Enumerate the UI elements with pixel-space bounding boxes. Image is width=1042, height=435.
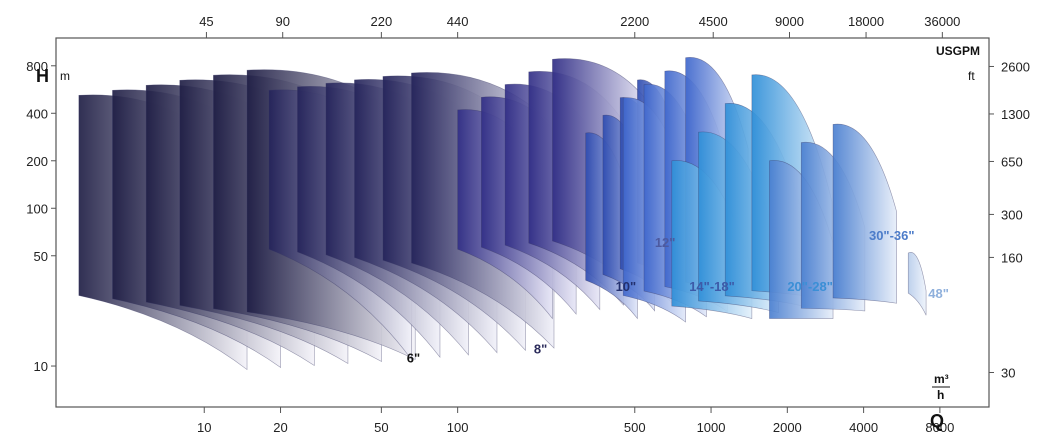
left-tick-label: 200	[26, 154, 48, 169]
envelope-group	[907, 252, 927, 316]
y-axis-label: H	[36, 66, 49, 86]
bottom-tick-label: 10	[197, 420, 211, 435]
top-tick-label: 220	[371, 14, 393, 29]
top-tick-label: 36000	[924, 14, 960, 29]
x-axis-label: Q	[930, 411, 944, 431]
top-tick-label: 18000	[848, 14, 884, 29]
top-tick-label: 440	[447, 14, 469, 29]
envelope-group	[769, 123, 897, 319]
left-tick-label: 800	[26, 59, 48, 74]
size-label: 12"	[655, 235, 676, 250]
envelope-shape	[907, 252, 927, 316]
x-ticks-top: 45 90 220 440 2200 4500 9000 18000 36000	[199, 14, 960, 38]
right-tick-label: 160	[1001, 250, 1023, 265]
right-tick-label: 650	[1001, 154, 1023, 169]
x-unit-bottom: m³ h	[932, 372, 950, 402]
bottom-tick-label: 1000	[697, 420, 726, 435]
right-tick-label: 30	[1001, 365, 1015, 380]
bottom-tick-label: 20	[273, 420, 287, 435]
svg-text:m³: m³	[934, 372, 949, 386]
y-unit-left: m	[60, 69, 70, 83]
right-tick-label: 1300	[1001, 107, 1030, 122]
size-label: 6"	[407, 351, 420, 366]
curve-envelopes	[78, 57, 927, 371]
bottom-tick-label: 2000	[773, 420, 802, 435]
bottom-tick-label: 50	[374, 420, 388, 435]
y-unit-right: ft	[968, 69, 975, 83]
size-label: 14"-18"	[689, 279, 735, 294]
size-label: 10"	[616, 279, 637, 294]
right-tick-label: 2600	[1001, 59, 1030, 74]
top-tick-label: 45	[199, 14, 213, 29]
size-labels: 6" 8" 10" 12" 14"-18" 20"-28" 30"-36" 48"	[407, 228, 949, 366]
top-tick-label: 4500	[699, 14, 728, 29]
top-tick-label: 90	[275, 14, 289, 29]
size-label: 30"-36"	[869, 228, 915, 243]
svg-text:h: h	[937, 388, 944, 402]
y-ticks-right: 30 160 300 650 1300 2600	[989, 59, 1030, 380]
size-label: 20"-28"	[787, 279, 833, 294]
top-tick-label: 9000	[775, 14, 804, 29]
x-ticks-bottom: 10 20 50 100 500 1000 2000 4000 8000	[197, 407, 954, 435]
bottom-tick-label: 500	[624, 420, 646, 435]
y-ticks-left: 10 50 100 200 400 800	[26, 59, 56, 374]
size-label: 8"	[534, 342, 547, 357]
bottom-tick-label: 100	[447, 420, 469, 435]
left-tick-label: 50	[34, 249, 48, 264]
bottom-tick-label: 8000	[925, 420, 954, 435]
plot-frame	[55, 37, 990, 408]
bottom-tick-label: 4000	[849, 420, 878, 435]
left-tick-label: 10	[34, 359, 48, 374]
x-unit-top: USGPM	[936, 44, 980, 58]
envelope-shape	[832, 123, 897, 304]
top-tick-label: 2200	[620, 14, 649, 29]
size-label: 48"	[928, 286, 949, 301]
left-tick-label: 400	[26, 106, 48, 121]
left-tick-label: 100	[26, 201, 48, 216]
right-tick-label: 300	[1001, 207, 1023, 222]
